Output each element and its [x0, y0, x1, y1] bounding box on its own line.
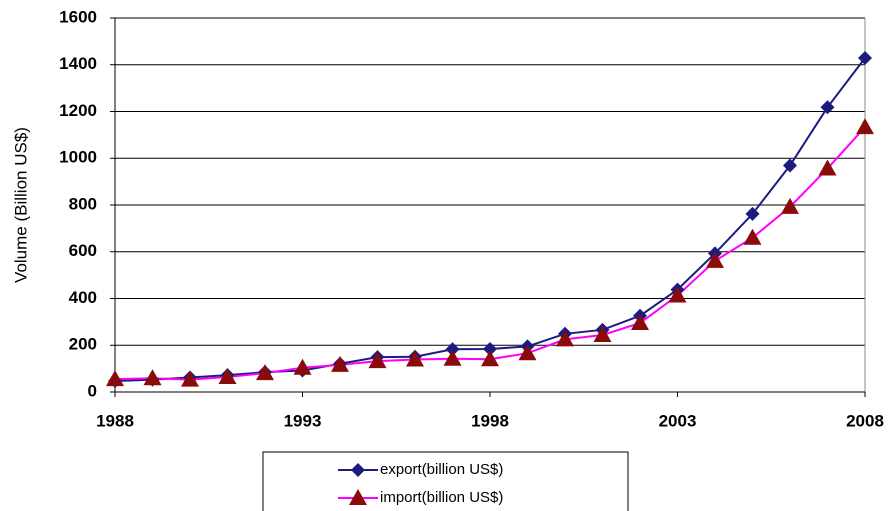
y-tick-label: 400 [69, 288, 97, 307]
y-axis-label: Volume (Billion US$) [11, 127, 30, 283]
y-tick-label: 800 [69, 194, 97, 213]
triangle-marker [481, 350, 499, 367]
series-line [114, 126, 866, 381]
legend-label: import(billion US$) [380, 489, 503, 506]
x-tick-label: 1988 [96, 411, 134, 430]
x-tick-label: 2008 [846, 411, 884, 430]
triangle-marker [368, 352, 387, 369]
y-tick-label: 200 [69, 335, 97, 354]
triangle-marker [406, 350, 424, 367]
triangle-marker [331, 355, 349, 372]
diamond-marker [445, 342, 460, 357]
legend-label: export(billion US$) [380, 461, 503, 478]
legend-marker [349, 489, 367, 505]
triangle-marker [443, 349, 462, 366]
triangle-marker [593, 325, 612, 342]
triangle-marker [556, 330, 574, 347]
triangle-marker [106, 370, 124, 387]
diamond-marker [820, 100, 835, 115]
y-tick-label: 1600 [59, 7, 97, 26]
legend-box [262, 451, 629, 511]
x-tick-label: 2003 [659, 411, 697, 430]
diamond-marker [745, 206, 760, 221]
y-tick-label: 1000 [59, 148, 97, 167]
y-tick-label: 1200 [59, 101, 97, 120]
triangle-marker [818, 159, 837, 176]
diamond-marker [858, 50, 872, 65]
triangle-marker [293, 358, 312, 375]
legend-marker [351, 463, 365, 477]
y-tick-label: 1400 [59, 54, 97, 73]
diamond-marker [783, 158, 797, 173]
y-tick-label: 0 [88, 381, 97, 400]
triangle-marker [181, 370, 199, 387]
triangle-marker [781, 197, 799, 214]
triangle-marker [256, 364, 274, 381]
y-tick-label: 600 [69, 241, 97, 260]
triangle-marker [518, 344, 537, 361]
triangle-marker [143, 369, 162, 386]
x-tick-label: 1993 [284, 411, 322, 430]
triangle-marker [631, 314, 649, 331]
triangle-marker [218, 368, 237, 385]
triangle-marker [706, 251, 724, 268]
triangle-marker [668, 286, 687, 303]
triangle-marker [856, 118, 874, 135]
triangle-marker [743, 228, 762, 245]
x-tick-label: 1998 [471, 411, 509, 430]
diamond-marker [483, 341, 497, 356]
